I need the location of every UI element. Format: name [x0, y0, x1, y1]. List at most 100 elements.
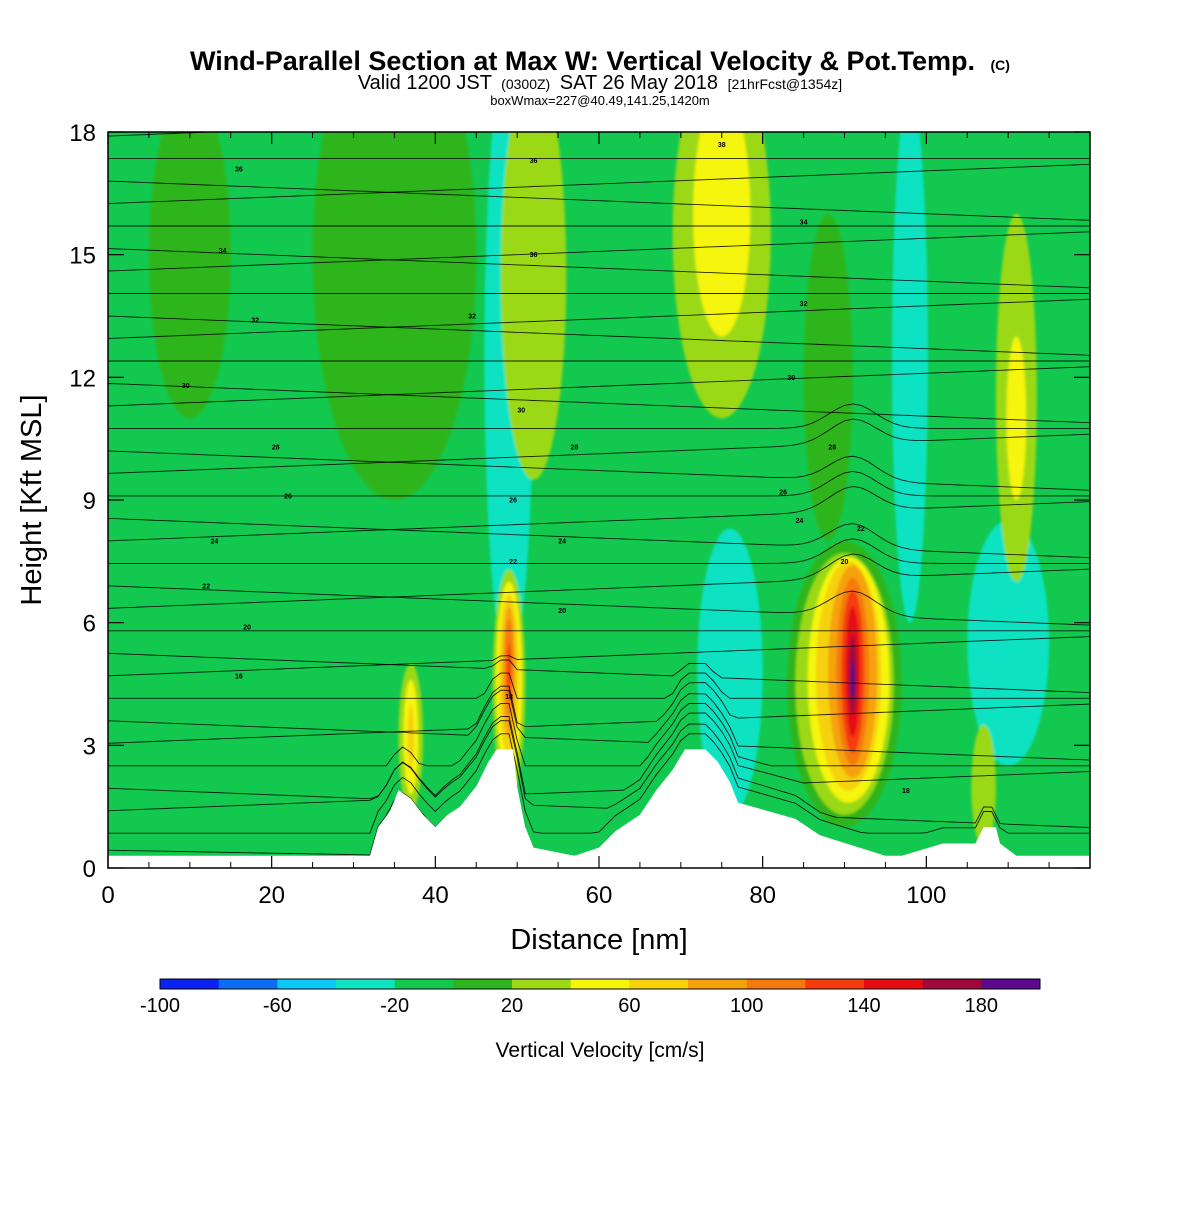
- theta-contour-line: [108, 538, 1090, 564]
- plot-background: [108, 132, 1090, 868]
- colorbar-tick-label: 20: [501, 995, 523, 1017]
- theta-contour-label: 28: [272, 444, 280, 451]
- theta-contour-line: [108, 702, 1090, 767]
- axis-ticks: [107, 131, 1090, 869]
- subtitle-valid: Valid 1200 JST: [358, 72, 492, 94]
- theta-contour-label: 30: [517, 408, 525, 415]
- theta-contour-line: [108, 383, 1090, 424]
- theta-contour-label: 30: [182, 383, 190, 390]
- theta-contour-line: [108, 418, 1090, 474]
- y-axis-title: Height [Kft MSL]: [16, 394, 48, 605]
- theta-contour-label: 26: [284, 493, 292, 500]
- theta-contour-label: 36: [235, 166, 243, 173]
- theta-contour-label: 20: [243, 624, 251, 631]
- theta-contour-label: 28: [828, 444, 836, 451]
- theta-contour-line: [108, 163, 1090, 205]
- theta-contour-line: [108, 248, 1090, 289]
- theta-contour-line: [108, 636, 1090, 677]
- theta-contour-line: [108, 470, 1090, 497]
- velocity-cell: [1006, 336, 1027, 500]
- subtitle-utc: (0300Z): [501, 76, 550, 92]
- chart-subtitle: Valid 1200 JST (0300Z) SAT 26 May 2018 […: [358, 72, 842, 94]
- theta-contour-label: 24: [558, 538, 566, 545]
- theta-contour-line: [108, 231, 1090, 272]
- colorbar-bin: [629, 979, 689, 989]
- velocity-cell: [891, 132, 928, 623]
- theta-contour-label: 34: [800, 219, 808, 226]
- theta-contour-label: 28: [571, 444, 579, 451]
- colorbar: [159, 978, 1041, 990]
- velocity-cell: [850, 659, 855, 701]
- theta-contour-label: 36: [530, 252, 538, 259]
- colorbar-bin: [218, 979, 278, 989]
- plot-area: 16 18 20 22 24 26 28 30 32 34 36 38 36 36 34 32 32 30 30 28…: [108, 132, 1090, 868]
- theta-contour-label: 36: [530, 158, 538, 165]
- colorbar-tick-label: 140: [847, 995, 880, 1017]
- theta-contour-line: [108, 315, 1090, 356]
- colorbar-bin: [864, 979, 924, 989]
- subtitle-date: SAT 26 May 2018: [560, 72, 718, 94]
- colorbar-title: Vertical Velocity [cm/s]: [496, 1039, 705, 1062]
- velocity-cell: [967, 520, 1050, 766]
- colorbar-bin: [922, 979, 982, 989]
- theta-contour-line: [108, 366, 1090, 407]
- theta-contour-label: 18: [902, 788, 910, 795]
- colorbar-bin: [160, 979, 220, 989]
- theta-contour-line: [108, 180, 1090, 221]
- theta-contour-label: 26: [509, 498, 517, 505]
- colorbar-tick-label: -60: [263, 995, 292, 1017]
- theta-contour-label: 22: [509, 559, 517, 566]
- y-tick-label: 12: [69, 365, 96, 392]
- colorbar-bin: [453, 979, 513, 989]
- theta-contour-labels: 16 18 20 22 24 26 28 30 32 34 36 38 36 36 34 32 32 30 30 28…: [182, 142, 910, 795]
- x-tick-label: 40: [422, 882, 449, 909]
- y-tick-label: 15: [69, 243, 96, 270]
- colorbar-tick-labels: -100 -60 -20 20 60 100 140 180: [140, 995, 998, 1017]
- colorbar-bin: [746, 979, 806, 989]
- theta-contour-label: 16: [235, 673, 243, 680]
- theta-contour-label: 18: [505, 694, 513, 701]
- colorbar-tick-label: -20: [380, 995, 409, 1017]
- theta-contour-label: 20: [558, 608, 566, 615]
- theta-contour-line: [108, 486, 1090, 542]
- terrain-fill: [108, 749, 1090, 868]
- chart-title-text: Wind-Parallel Section at Max W: Vertical…: [190, 46, 975, 76]
- theta-contour-line: [108, 682, 1090, 744]
- theta-contour-line: [108, 585, 1090, 626]
- theta-contour-label: 24: [210, 538, 218, 545]
- x-axis-title: Distance [nm]: [510, 924, 687, 956]
- y-tick-label: 18: [69, 120, 96, 147]
- colorbar-bin: [688, 979, 748, 989]
- theta-contour-line: [108, 652, 1090, 694]
- colorbar-bin: [981, 979, 1041, 989]
- y-tick-label: 6: [83, 611, 96, 638]
- chart-title-mark: (C): [991, 57, 1010, 73]
- y-tick-label: 0: [83, 856, 96, 883]
- theta-contour-line: [108, 517, 1090, 559]
- theta-contour-label: 32: [468, 314, 476, 321]
- theta-contour-line: [108, 689, 1090, 761]
- velocity-cell: [312, 132, 477, 500]
- theta-contour-label: 34: [219, 248, 227, 255]
- colorbar-tick-label: 100: [730, 995, 763, 1017]
- colorbar-bin: [805, 979, 865, 989]
- subtitle-fcst: [21hrFcst@1354z]: [728, 76, 843, 92]
- y-tick-label: 3: [83, 733, 96, 760]
- theta-contour-line: [108, 553, 1090, 609]
- theta-contour-line: [108, 450, 1090, 491]
- x-tick-label: 60: [586, 882, 613, 909]
- velocity-cell: [697, 528, 763, 815]
- theta-contour-label: 22: [857, 526, 865, 533]
- theta-contour-line: [108, 298, 1090, 339]
- theta-contour-label: 26: [779, 489, 787, 496]
- theta-contour-label: 30: [787, 375, 795, 382]
- x-tick-label: 0: [101, 882, 114, 909]
- x-tick-label: 20: [258, 882, 285, 909]
- terrain: [108, 749, 1090, 868]
- theta-contour-line: [108, 733, 1090, 834]
- colorbar-bin: [394, 979, 454, 989]
- colorbar-bin: [512, 979, 572, 989]
